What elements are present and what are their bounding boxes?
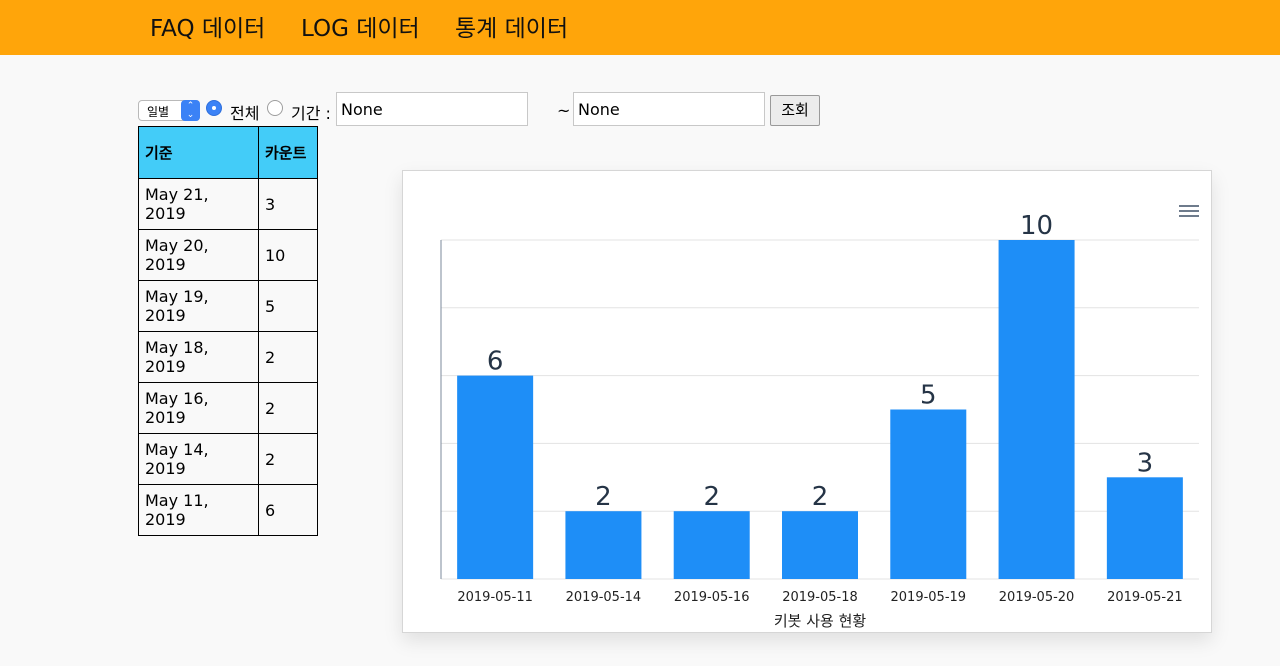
start-date-input[interactable]	[336, 92, 528, 126]
cell-date: May 20, 2019	[138, 229, 259, 281]
period-select-value: 일별	[147, 105, 170, 119]
table-row: May 19, 2019 5	[138, 280, 318, 332]
bar-value-label: 2	[595, 482, 612, 512]
hamburger-menu-icon[interactable]	[1179, 203, 1199, 219]
cell-count: 5	[258, 280, 318, 332]
bar-value-label: 2	[812, 482, 829, 512]
x-tick-label: 2019-05-21	[1107, 590, 1183, 605]
period-select[interactable]: 일별 ⌃ ⌄	[138, 100, 200, 121]
cell-count: 3	[258, 178, 318, 230]
cell-count: 2	[258, 433, 318, 485]
cell-count: 10	[258, 229, 318, 281]
bar	[782, 511, 858, 579]
table-row: May 21, 2019 3	[138, 178, 318, 230]
bar-value-label: 5	[920, 381, 937, 411]
cell-count: 2	[258, 382, 318, 434]
usage-chart-card: 6 2019-05-11 2 2019-05-14 2 2019-05-16 2 2019-0…	[402, 170, 1212, 633]
nav-faq-data[interactable]: FAQ 데이터	[150, 16, 266, 42]
cell-count: 6	[258, 484, 318, 536]
cell-date: May 19, 2019	[138, 280, 259, 332]
radio-range[interactable]	[267, 100, 283, 116]
radio-all[interactable]	[206, 100, 222, 116]
radio-all-label: 전체	[230, 104, 260, 123]
search-button[interactable]: 조회	[770, 95, 820, 126]
end-date-input[interactable]	[573, 92, 765, 126]
cell-date: May 18, 2019	[138, 331, 259, 383]
usage-bar-chart: 6 2019-05-11 2 2019-05-14 2 2019-05-16 2 2019-0…	[440, 211, 1199, 630]
chevron-updown-icon: ⌃ ⌄	[181, 100, 200, 121]
cell-date: May 11, 2019	[138, 484, 259, 536]
x-tick-label: 2019-05-19	[891, 590, 967, 605]
radio-range-label: 기간 :	[291, 104, 331, 123]
table-row: May 11, 2019 6	[138, 484, 318, 536]
cell-date: May 21, 2019	[138, 178, 259, 230]
x-axis-title: 키봇 사용 현황	[774, 612, 867, 630]
nav-stats-data[interactable]: 통계 데이터	[455, 16, 569, 42]
x-tick-label: 2019-05-20	[999, 590, 1075, 605]
bar-value-label: 10	[1020, 211, 1053, 241]
bar-value-label: 2	[703, 482, 720, 512]
stats-table: 기준 카운트 May 21, 2019 3 May 20, 2019 10 May …	[138, 126, 318, 536]
cell-date: May 16, 2019	[138, 382, 259, 434]
cell-date: May 14, 2019	[138, 433, 259, 485]
table-row: May 16, 2019 2	[138, 382, 318, 434]
table-row: May 18, 2019 2	[138, 331, 318, 383]
cell-count: 2	[258, 331, 318, 383]
bar	[673, 511, 750, 579]
bar-value-label: 6	[487, 347, 504, 377]
x-tick-label: 2019-05-11	[457, 590, 533, 605]
bar-value-label: 3	[1137, 448, 1154, 478]
range-tilde: ~	[557, 101, 571, 120]
column-header-count: 카운트	[258, 126, 318, 179]
x-tick-label: 2019-05-14	[566, 590, 642, 605]
bar	[565, 511, 642, 579]
table-row: May 20, 2019 10	[138, 229, 318, 281]
table-row: May 14, 2019 2	[138, 433, 318, 485]
table-header-row: 기준 카운트	[138, 126, 318, 179]
bar	[1106, 477, 1183, 579]
bar	[457, 375, 534, 579]
column-header-date: 기준	[138, 126, 259, 179]
nav-log-data[interactable]: LOG 데이터	[301, 16, 420, 42]
top-nav-bar: FAQ 데이터 LOG 데이터 통계 데이터	[0, 0, 1280, 55]
x-tick-label: 2019-05-16	[674, 590, 750, 605]
bar	[998, 240, 1075, 579]
bar	[890, 409, 967, 579]
x-tick-label: 2019-05-18	[782, 590, 858, 605]
